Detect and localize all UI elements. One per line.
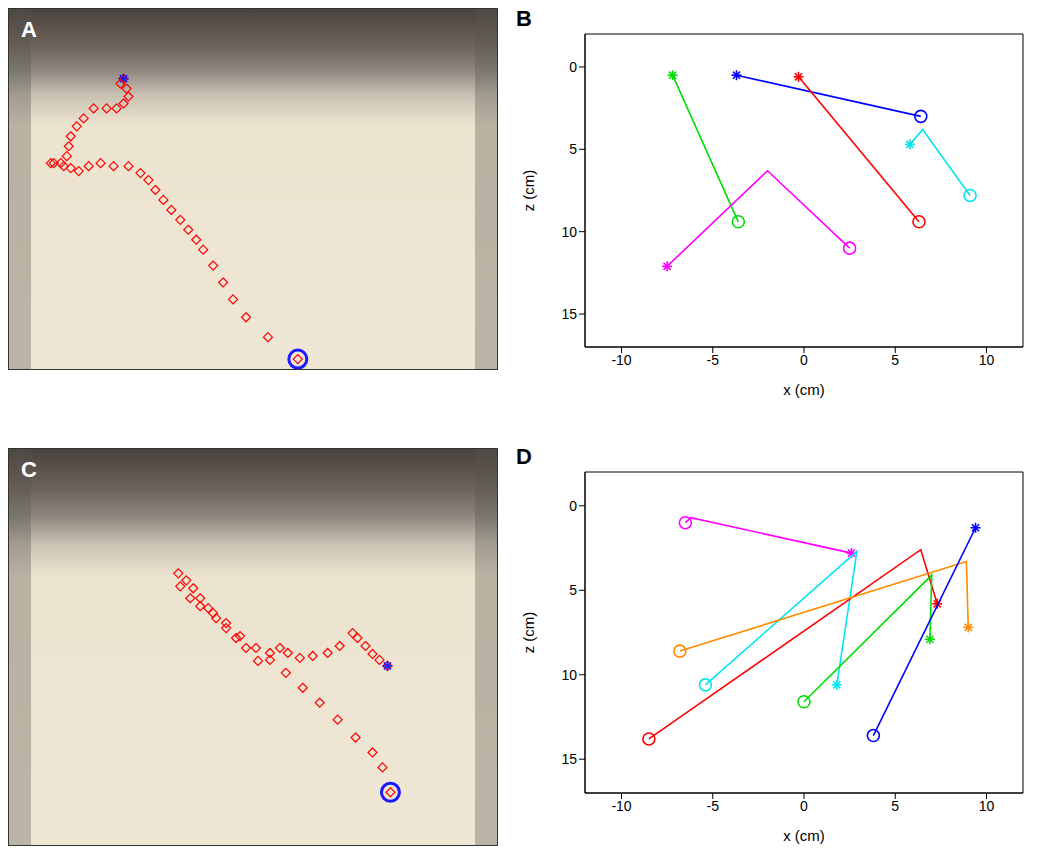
html-text:B: B	[516, 6, 532, 31]
svg-text:-10: -10	[611, 352, 631, 368]
svg-text:-10: -10	[611, 798, 631, 814]
html-text:D: D	[516, 444, 532, 469]
svg-text:z (cm): z (cm)	[520, 170, 537, 212]
svg-text:15: 15	[561, 751, 577, 767]
svg-text:10: 10	[979, 352, 995, 368]
svg-text:x (cm): x (cm)	[783, 827, 825, 844]
svg-text:0: 0	[800, 352, 808, 368]
svg-text:10: 10	[561, 667, 577, 683]
svg-text:-5: -5	[707, 798, 720, 814]
svg-text:5: 5	[891, 352, 899, 368]
svg-text:15: 15	[561, 306, 577, 322]
svg-text:x (cm): x (cm)	[783, 381, 825, 398]
html-text:A: A	[21, 17, 37, 42]
svg-text:5: 5	[891, 798, 899, 814]
svg-text:0: 0	[569, 498, 577, 514]
svg-text:5: 5	[569, 141, 577, 157]
svg-text:0: 0	[800, 798, 808, 814]
svg-text:-5: -5	[707, 352, 720, 368]
svg-text:z (cm): z (cm)	[520, 612, 537, 654]
svg-text:10: 10	[561, 224, 577, 240]
svg-text:10: 10	[979, 798, 995, 814]
html-text:C: C	[21, 457, 37, 482]
svg-text:5: 5	[569, 582, 577, 598]
svg-text:0: 0	[569, 59, 577, 75]
